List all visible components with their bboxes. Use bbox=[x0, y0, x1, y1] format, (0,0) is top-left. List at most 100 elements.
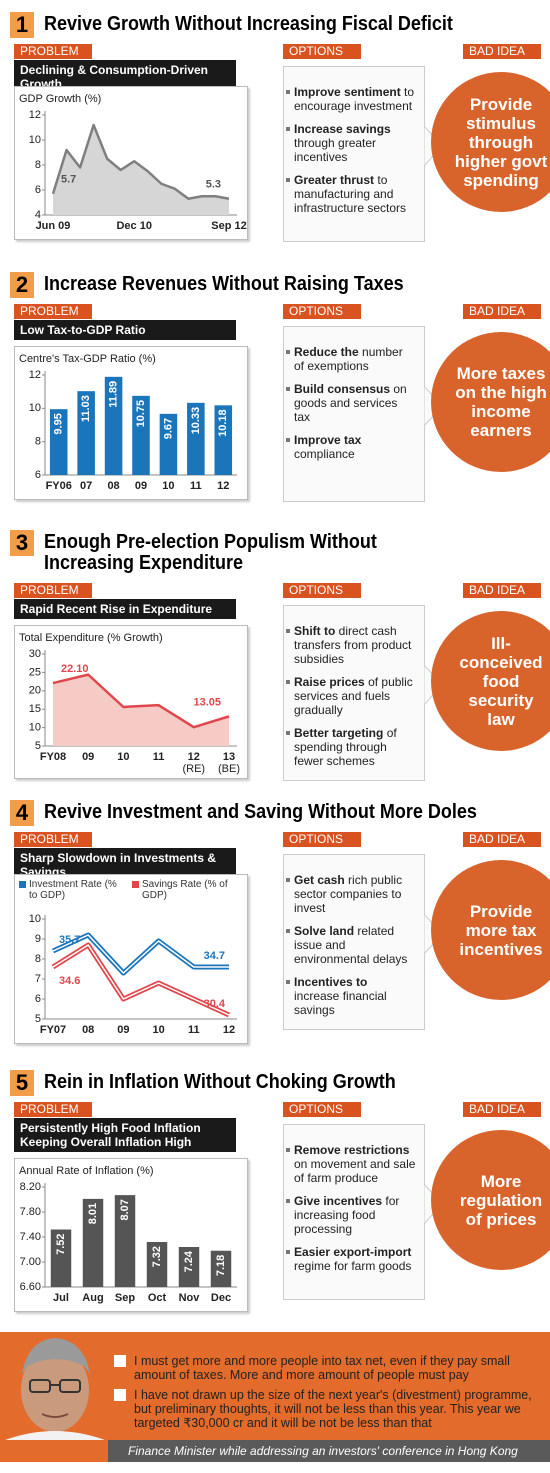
option: Improve tax compliance bbox=[286, 433, 416, 461]
bar-value-label: 8.07 bbox=[119, 1199, 131, 1220]
bar bbox=[214, 405, 233, 475]
bar-value-label: 10.33 bbox=[190, 407, 202, 435]
section-title: Increasing Expenditure bbox=[44, 552, 244, 574]
option-bold: Improve tax bbox=[294, 433, 362, 447]
section: 2 Increase Revenues Without Raising Taxes… bbox=[0, 268, 550, 528]
bar bbox=[49, 409, 68, 475]
option-text: regime for farm goods bbox=[294, 1259, 412, 1273]
bad-idea-tag: BAD IDEA bbox=[463, 44, 541, 59]
chart-box: GDP Growth (%) 4 6 8 10 12 Jun 09 Dec 10 Sep 12 5… bbox=[14, 86, 248, 240]
options-panel: Remove restrictions on movement and sale… bbox=[283, 1124, 425, 1300]
x-tick-label: FY06 bbox=[46, 480, 72, 492]
x-tick-label: 11 bbox=[188, 1024, 200, 1036]
bar bbox=[146, 1242, 168, 1287]
x-tick-label: 13 bbox=[223, 751, 235, 763]
axis-label: Annual Rate of Inflation (%) bbox=[19, 1165, 154, 1177]
bar-value-label: 11.89 bbox=[107, 381, 119, 408]
y-tick-label: 6 bbox=[35, 184, 41, 196]
line bbox=[51, 123, 230, 200]
option: Incentives to increase financial savings bbox=[286, 975, 416, 1017]
option: Solve land related issue and environment… bbox=[286, 924, 416, 966]
y-tick-label: 20 bbox=[29, 685, 41, 697]
option-bold: Remove restrictions bbox=[294, 1143, 410, 1157]
bar-value-label: 7.24 bbox=[183, 1250, 195, 1272]
x-tick-label: 09 bbox=[82, 751, 94, 763]
option: Get cash rich public sector companies to… bbox=[286, 873, 416, 915]
x-tick-label: Sep bbox=[115, 1292, 135, 1304]
x-tick-label: 11 bbox=[153, 751, 165, 763]
option-text: related issue and environmental delays bbox=[294, 924, 408, 966]
y-tick-label: 25 bbox=[29, 666, 41, 678]
x-tick-label: 08 bbox=[107, 480, 119, 492]
option-bold: Give incentives bbox=[294, 1194, 383, 1208]
bar bbox=[159, 413, 178, 475]
problem-line: Keeping Overall Inflation High bbox=[20, 1135, 192, 1149]
y-tick-label: 10 bbox=[29, 913, 41, 925]
option-bold: Improve sentiment bbox=[294, 85, 401, 99]
bad-idea-tag: BAD IDEA bbox=[463, 304, 541, 319]
problem-tag: PROBLEM bbox=[14, 304, 92, 319]
legend-swatch bbox=[132, 881, 139, 888]
problem: Low Tax-to-GDP Ratio bbox=[14, 320, 236, 340]
section-title: Rein in Inflation Without Choking Growth bbox=[44, 1071, 396, 1093]
bar-value-label: 7.52 bbox=[55, 1234, 67, 1255]
x-tick-label: Jul bbox=[53, 1292, 69, 1304]
option-text: to encourage investment bbox=[294, 85, 415, 113]
option-bold: Increase savings bbox=[294, 122, 391, 136]
y-tick-label: 12 bbox=[29, 369, 41, 381]
y-tick-label: 8 bbox=[35, 436, 41, 448]
bad-idea-circle: Provide more tax incentives bbox=[431, 860, 550, 1000]
bar bbox=[50, 1229, 72, 1287]
section-title: Enough Pre-election Populism Without bbox=[44, 531, 377, 553]
bar bbox=[114, 1195, 136, 1287]
option-text: number of exemptions bbox=[294, 345, 403, 373]
quote: I have not drawn up the size of the next… bbox=[112, 1388, 542, 1430]
options-panel: Shift to direct cash transfers from prod… bbox=[283, 605, 425, 781]
x-tick-label: FY08 bbox=[40, 751, 66, 763]
option-bold: Shift to bbox=[294, 624, 336, 638]
value-label: 5.7 bbox=[61, 174, 76, 186]
option-text: compliance bbox=[294, 447, 355, 461]
y-tick-label: 8 bbox=[35, 159, 41, 171]
bar bbox=[210, 1250, 232, 1287]
options-tag: OPTIONS bbox=[283, 1102, 361, 1117]
bar bbox=[132, 395, 150, 475]
bad-idea-circle: More regulation of prices bbox=[431, 1130, 550, 1270]
option: Shift to direct cash transfers from prod… bbox=[286, 624, 416, 666]
axis-label: Total Expenditure (% Growth) bbox=[19, 632, 163, 644]
x-tick-label: 12 bbox=[188, 751, 200, 763]
y-tick-label: 9 bbox=[35, 933, 41, 945]
chart-box: Centre's Tax-GDP Ratio (%) 6 8 10 12 FY06 07 08… bbox=[14, 346, 248, 500]
bad-idea: More regulation of prices bbox=[459, 1171, 543, 1229]
bar-value-label: 10.75 bbox=[135, 400, 147, 428]
line-inner bbox=[52, 934, 229, 974]
bar-value-label: 7.18 bbox=[215, 1255, 227, 1276]
section-title: Increase Revenues Without Raising Taxes bbox=[44, 273, 404, 295]
y-tick-label: 8 bbox=[35, 953, 41, 965]
problem-tag: PROBLEM bbox=[14, 44, 92, 59]
y-tick-label: 7 bbox=[35, 973, 41, 985]
x-tick-label: 07 bbox=[80, 480, 92, 492]
option-bold: Build consensus bbox=[294, 382, 391, 396]
chart: Annual Rate of Inflation (%) 6.60 7.00 7.40… bbox=[19, 1165, 237, 1304]
x-tick-label: Aug bbox=[82, 1292, 103, 1304]
x-tick-label: Dec 10 bbox=[116, 220, 151, 232]
option-bold: Solve land bbox=[294, 924, 355, 938]
chart: Total Expenditure (% Growth) 5 10 15 20 25 30 F… bbox=[19, 632, 240, 775]
x-tick-label: 11 bbox=[190, 480, 202, 492]
option-bold: Get cash bbox=[294, 873, 345, 887]
problem-tag: PROBLEM bbox=[14, 832, 92, 847]
x-tick-label: 12 bbox=[223, 1024, 235, 1036]
x-tick-label: 08 bbox=[82, 1024, 94, 1036]
bar bbox=[187, 402, 205, 475]
option-text: on goods and services tax bbox=[294, 382, 407, 424]
problem-line: Persistently High Food Inflation bbox=[20, 1121, 201, 1135]
y-tick-label: 7.40 bbox=[20, 1231, 41, 1243]
annotation: 34.6 bbox=[59, 975, 80, 987]
y-tick-label: 30 bbox=[29, 648, 41, 660]
x-tick-label: Jun 09 bbox=[36, 220, 71, 232]
y-tick-label: 6 bbox=[35, 469, 41, 481]
bar-value-label: 9.67 bbox=[162, 418, 174, 439]
option-bold: Greater thrust bbox=[294, 173, 375, 187]
chart-box: Total Expenditure (% Growth) 5 10 15 20 25 30 F… bbox=[14, 625, 248, 779]
